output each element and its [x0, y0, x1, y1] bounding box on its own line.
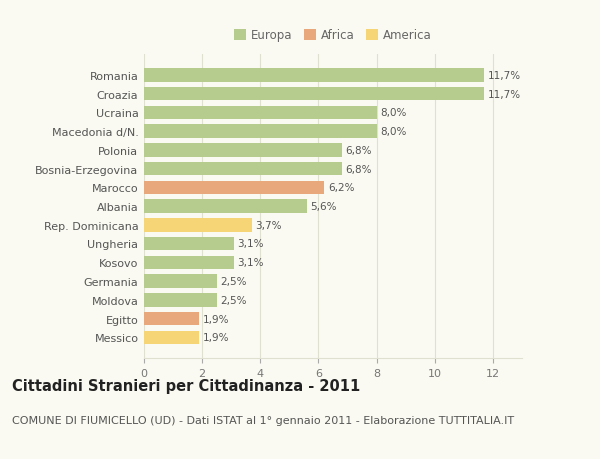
Bar: [144, 256, 234, 269]
Bar: [144, 200, 307, 213]
Text: 6,8%: 6,8%: [345, 164, 372, 174]
Bar: [144, 144, 342, 157]
Text: 11,7%: 11,7%: [488, 71, 521, 81]
Bar: [144, 331, 199, 344]
Text: 1,9%: 1,9%: [203, 332, 229, 342]
Text: 1,9%: 1,9%: [203, 314, 229, 324]
Bar: [144, 162, 342, 176]
Bar: [144, 69, 484, 82]
Bar: [144, 237, 234, 251]
Bar: [144, 312, 199, 325]
Text: 2,5%: 2,5%: [220, 276, 247, 286]
Text: 3,1%: 3,1%: [238, 239, 264, 249]
Text: 6,2%: 6,2%: [328, 183, 354, 193]
Bar: [144, 106, 377, 120]
Text: COMUNE DI FIUMICELLO (UD) - Dati ISTAT al 1° gennaio 2011 - Elaborazione TUTTITA: COMUNE DI FIUMICELLO (UD) - Dati ISTAT a…: [12, 415, 514, 425]
Bar: [144, 293, 217, 307]
Text: Cittadini Stranieri per Cittadinanza - 2011: Cittadini Stranieri per Cittadinanza - 2…: [12, 379, 360, 394]
Text: 8,0%: 8,0%: [380, 108, 406, 118]
Bar: [144, 125, 377, 139]
Text: 11,7%: 11,7%: [488, 90, 521, 99]
Text: 3,7%: 3,7%: [255, 220, 281, 230]
Bar: [144, 88, 484, 101]
Text: 5,6%: 5,6%: [310, 202, 337, 212]
Text: 2,5%: 2,5%: [220, 295, 247, 305]
Text: 3,1%: 3,1%: [238, 257, 264, 268]
Legend: Europa, Africa, America: Europa, Africa, America: [230, 25, 436, 47]
Bar: [144, 218, 251, 232]
Bar: [144, 274, 217, 288]
Text: 6,8%: 6,8%: [345, 146, 372, 156]
Bar: [144, 181, 324, 195]
Text: 8,0%: 8,0%: [380, 127, 406, 137]
